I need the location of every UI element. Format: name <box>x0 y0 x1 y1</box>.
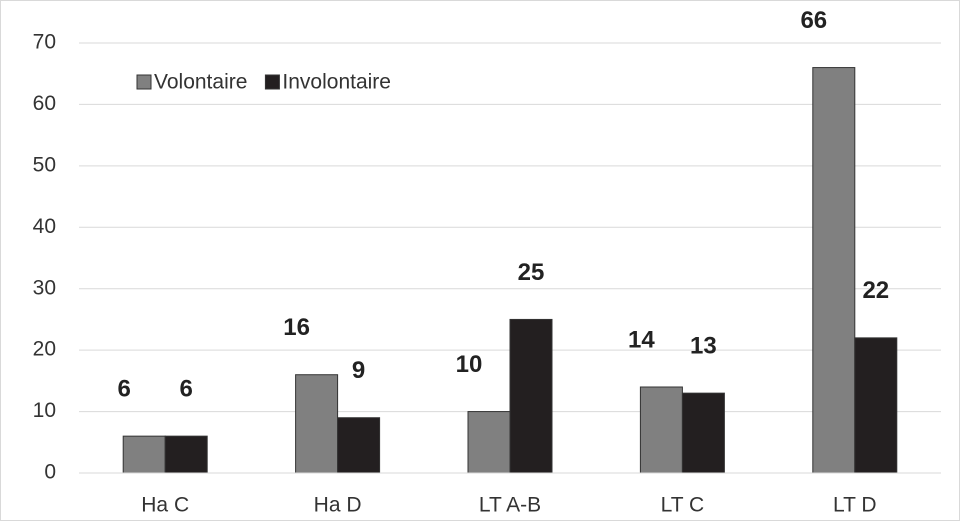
y-tick-label: 10 <box>33 399 56 422</box>
x-tick-label: LT C <box>661 494 705 517</box>
legend-swatch <box>136 74 152 90</box>
x-tick-label: LT A-B <box>479 494 541 517</box>
bar <box>509 318 553 474</box>
bar <box>295 374 339 474</box>
x-tick-label: Ha D <box>314 494 362 517</box>
value-label: 25 <box>518 259 545 286</box>
x-tick-label: Ha C <box>141 494 189 517</box>
value-label: 13 <box>690 332 717 359</box>
legend-label: Involontaire <box>282 71 391 94</box>
value-label: 10 <box>456 351 483 378</box>
value-label: 14 <box>628 326 655 353</box>
bar <box>467 411 511 474</box>
y-tick-label: 0 <box>44 461 56 484</box>
value-label: 66 <box>800 7 827 34</box>
y-tick-label: 60 <box>33 92 56 115</box>
y-tick-label: 40 <box>33 215 56 238</box>
legend-swatch <box>264 74 280 90</box>
value-label: 16 <box>283 314 310 341</box>
y-tick-label: 70 <box>33 31 56 54</box>
value-label: 22 <box>862 277 889 304</box>
legend-label: Volontaire <box>154 71 247 94</box>
bar <box>854 337 898 474</box>
bar <box>164 435 208 474</box>
value-label: 6 <box>118 375 131 402</box>
value-label: 6 <box>180 375 193 402</box>
bar <box>681 392 725 474</box>
bar <box>812 67 856 474</box>
y-tick-label: 50 <box>33 153 56 176</box>
y-tick-label: 20 <box>33 338 56 361</box>
bar <box>337 417 381 474</box>
bar <box>639 386 683 474</box>
y-tick-label: 30 <box>33 276 56 299</box>
bar <box>122 435 166 474</box>
value-label: 9 <box>352 357 365 384</box>
x-tick-label: LT D <box>833 494 877 517</box>
